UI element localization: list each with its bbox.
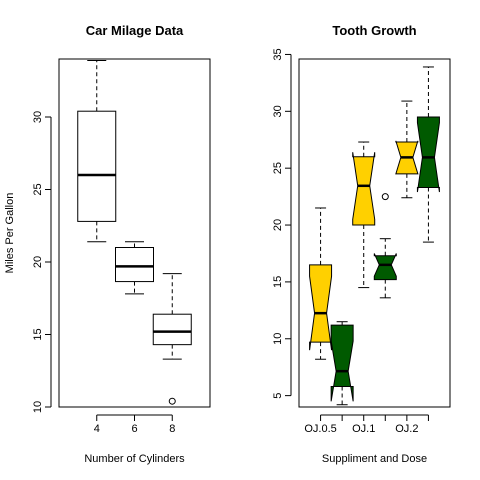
y-tick-label: 20 [32, 256, 44, 268]
x-axis-label: Suppliment and Dose [322, 453, 427, 465]
box-body [330, 324, 354, 402]
y-tick-label: 10 [272, 333, 284, 345]
y-tick-label: 30 [32, 111, 44, 123]
tooth-growth-panel: Tooth Growth 5 10 15 20 25 30 35 OJ.0.5 OJ.1 OJ.2 S… [272, 23, 451, 465]
y-tick-label: 25 [272, 162, 284, 174]
box-VC.0.5 [330, 321, 354, 406]
box-VC.2 [416, 66, 440, 243]
x-tick-label: OJ.2 [395, 423, 418, 435]
car-milage-panel: Car Milage Data 10 15 20 25 30 4 6 8 Number of Cy… [4, 23, 211, 465]
x-axis-label: Number of Cylinders [84, 453, 185, 465]
y-tick-label: 35 [272, 48, 284, 60]
box-6 [115, 241, 154, 295]
y-tick-label: 15 [32, 328, 44, 340]
x-tick-label: OJ.0.5 [304, 423, 336, 435]
y-tick-label: 20 [272, 219, 284, 231]
box-OJ.2 [395, 100, 419, 199]
plot-frame [58, 58, 211, 408]
y-tick-label: 25 [32, 183, 44, 195]
box-OJ.1 [352, 141, 376, 289]
box-body [352, 152, 376, 226]
box-body [373, 253, 397, 281]
box-body [416, 116, 440, 193]
x-tick-label: 6 [131, 423, 137, 435]
x-tick-label: OJ.1 [352, 423, 375, 435]
y-tick-label: 30 [272, 105, 284, 117]
y-tick-label: 10 [32, 401, 44, 413]
y-tick-label: 15 [272, 276, 284, 288]
chart-title: Car Milage Data [86, 23, 184, 38]
y-axis-label: Miles Per Gallon [4, 193, 16, 274]
box-body [77, 110, 117, 222]
x-tick-label: 4 [94, 423, 100, 435]
outlier-point [381, 193, 389, 201]
box-body [115, 247, 154, 283]
box-body [152, 313, 192, 346]
outlier-point [168, 397, 176, 405]
box-4 [77, 59, 117, 243]
box-VC.1 [373, 193, 397, 299]
x-tick-label: 8 [169, 423, 175, 435]
chart-title: Tooth Growth [332, 23, 416, 38]
box-body [309, 264, 333, 351]
box-8 [152, 273, 192, 405]
y-tick-label: 5 [272, 393, 284, 399]
box-OJ.0.5 [309, 207, 333, 360]
plot-frame [298, 58, 451, 408]
